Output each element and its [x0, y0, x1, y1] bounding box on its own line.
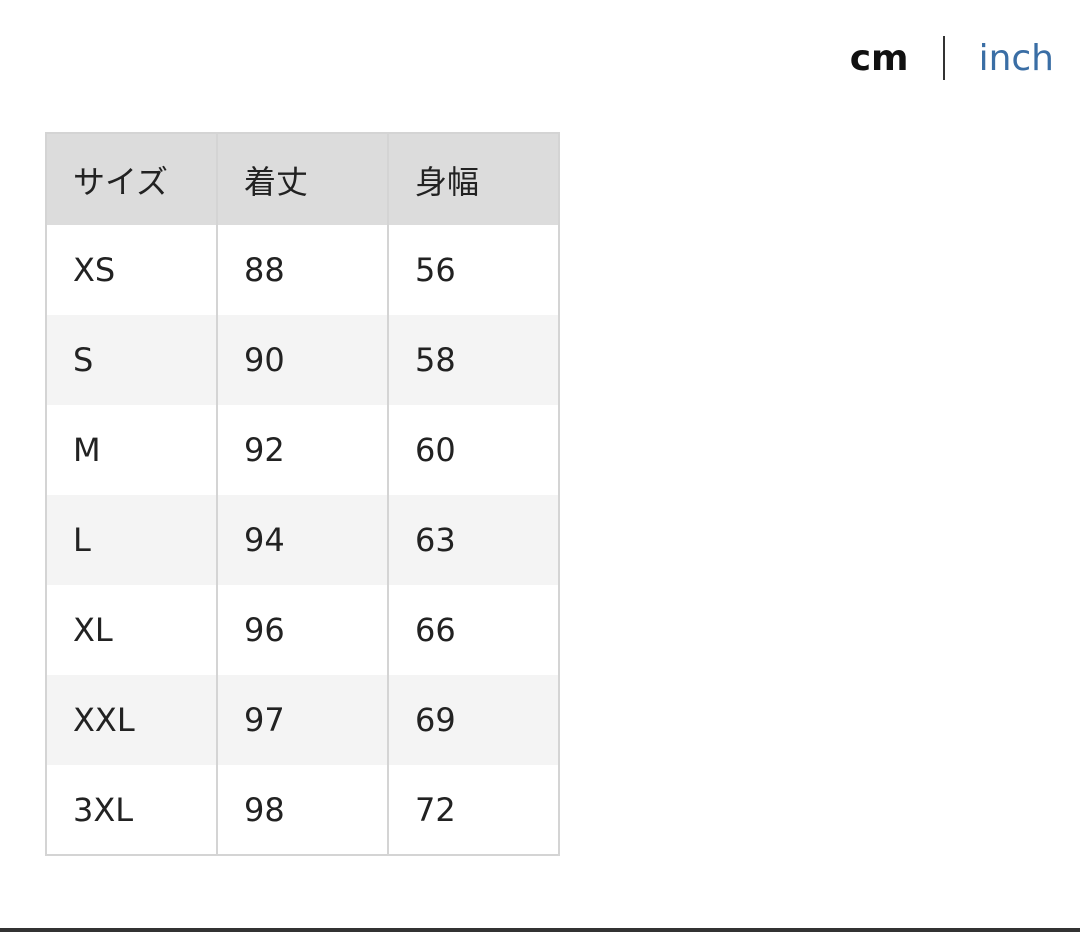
unit-separator — [942, 36, 945, 80]
table-cell: M — [45, 405, 217, 495]
table-cell: 97 — [216, 675, 388, 765]
unit-inch-link[interactable]: inch — [978, 37, 1054, 79]
unit-cm[interactable]: cm — [849, 37, 909, 79]
table-cell: 60 — [387, 405, 559, 495]
header-row: サイズ 着丈 身幅 — [45, 133, 559, 225]
header-width: 身幅 — [387, 133, 559, 225]
unit-toggle: cm inch — [850, 36, 1054, 80]
header-length: 着丈 — [216, 133, 388, 225]
table-cell: 69 — [387, 675, 559, 765]
table-cell: 96 — [216, 585, 388, 675]
table-cell: 56 — [387, 225, 559, 315]
table-cell: XXL — [45, 675, 217, 765]
table-cell: 92 — [216, 405, 388, 495]
table-row: XL 96 66 — [45, 585, 559, 675]
header-size: サイズ — [45, 133, 217, 225]
divider — [0, 928, 1080, 932]
table-cell: 88 — [216, 225, 388, 315]
table-row: XS 88 56 — [45, 225, 559, 315]
table-cell: 98 — [216, 765, 388, 855]
table-cell: 94 — [216, 495, 388, 585]
table-cell: 3XL — [45, 765, 217, 855]
table-cell: L — [45, 495, 217, 585]
table-cell: 90 — [216, 315, 388, 405]
table-cell: S — [45, 315, 217, 405]
table-cell: 72 — [387, 765, 559, 855]
table-row: M 92 60 — [45, 405, 559, 495]
table-row: 3XL 98 72 — [45, 765, 559, 855]
table-cell: XL — [45, 585, 217, 675]
size-table: サイズ 着丈 身幅 XS 88 56 S 90 58 M 92 60 L 94 63 XL 96 66 XXL… — [45, 132, 560, 856]
table-cell: 66 — [387, 585, 559, 675]
table-row: L 94 63 — [45, 495, 559, 585]
table-row: S 90 58 — [45, 315, 559, 405]
table-cell: 63 — [387, 495, 559, 585]
table-cell: 58 — [387, 315, 559, 405]
table-cell: XS — [45, 225, 217, 315]
table-row: XXL 97 69 — [45, 675, 559, 765]
